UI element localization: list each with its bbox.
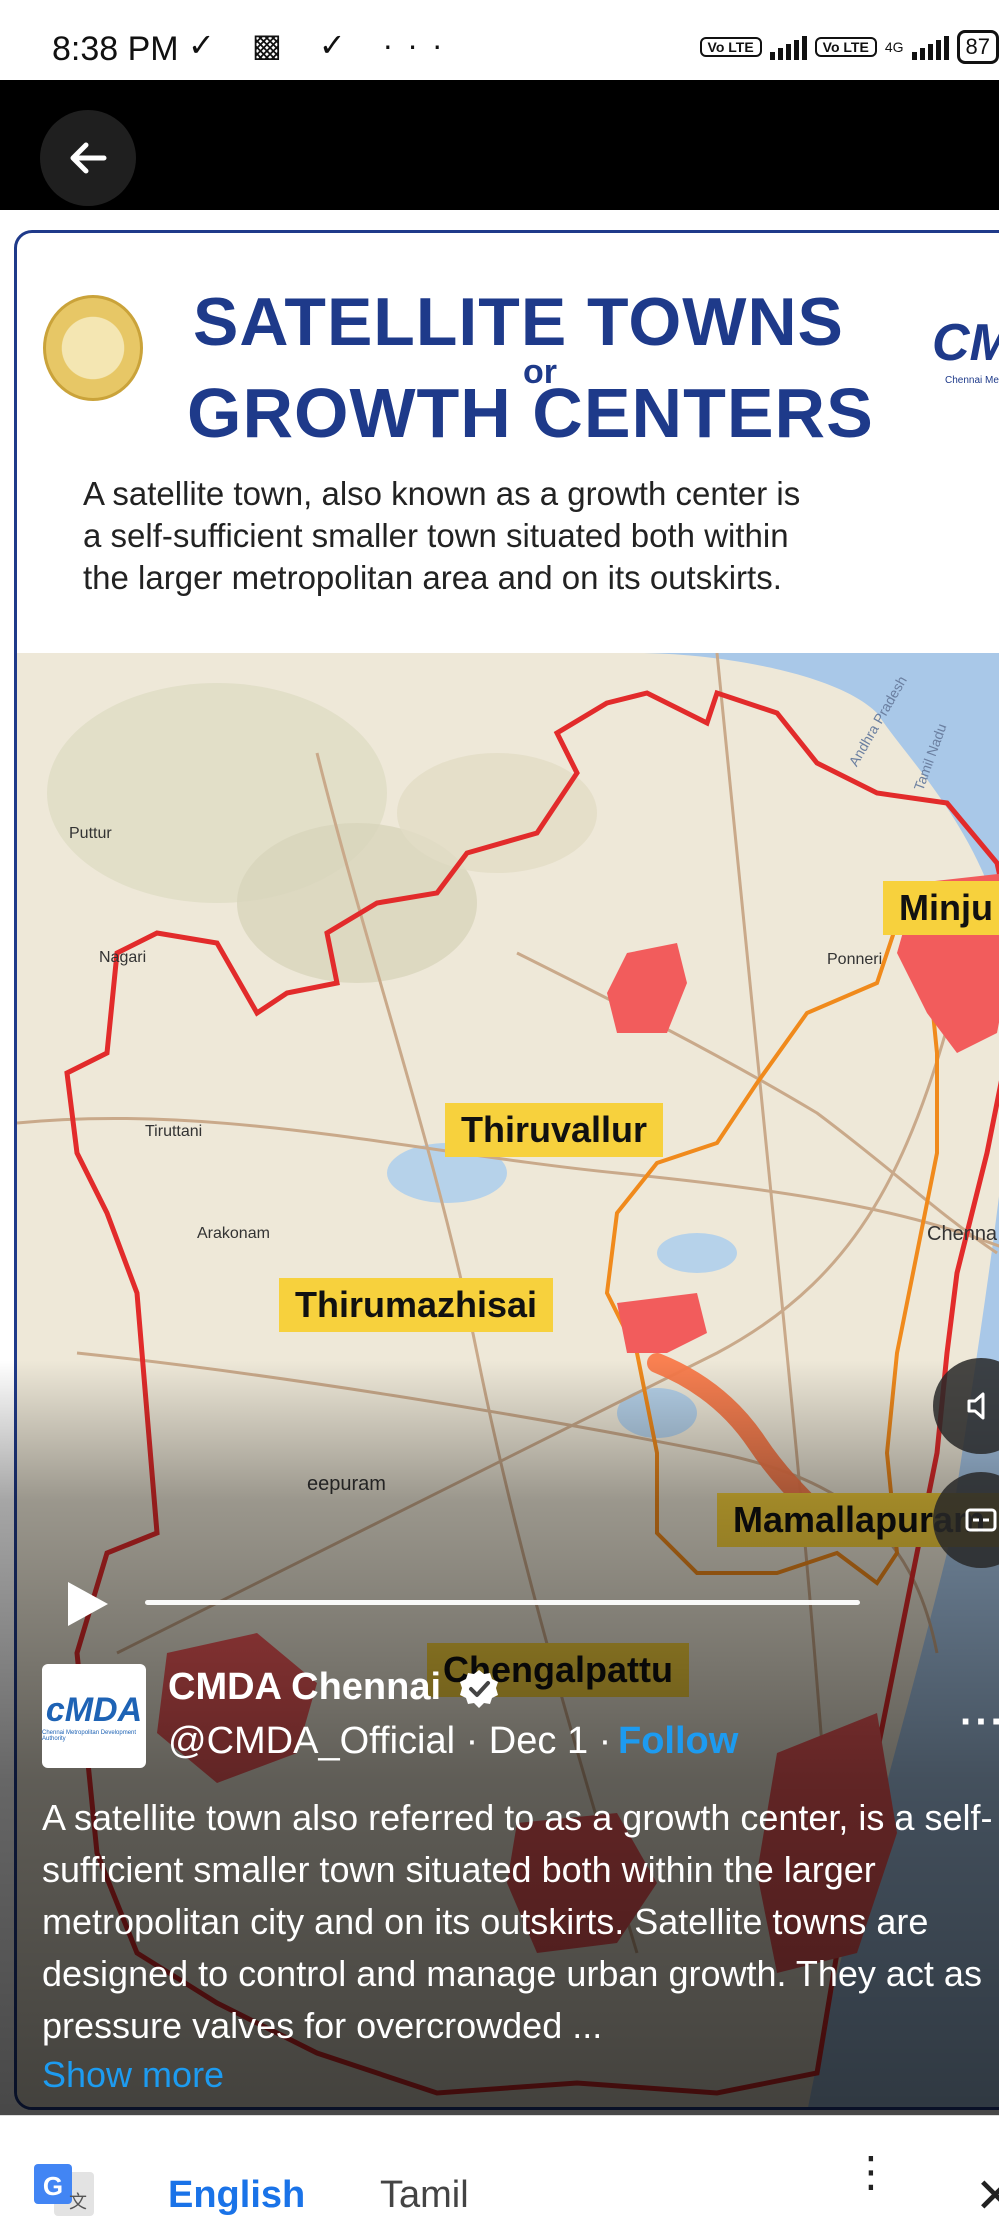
avatar[interactable]: cMDA Chennai Metropolitan Development Au… (42, 1664, 146, 1768)
author-handle-date[interactable]: @CMDA_Official · Dec 1 · (168, 1720, 612, 1762)
video-progress-bar[interactable] (145, 1600, 860, 1605)
battery-icon: 87 (956, 30, 999, 64)
signal-icon (769, 34, 807, 60)
translate-menu-icon[interactable]: ⋮ (850, 2148, 892, 2195)
cmda-logo-subtitle: Chennai Metro Development (945, 375, 999, 386)
translate-close-icon[interactable]: ✕ (975, 2170, 999, 2220)
verified-badge-icon (460, 1670, 498, 1708)
translate-bar: G 文 English Tamil ⋮ ✕ (0, 2115, 999, 2220)
tab-tamil[interactable]: Tamil (380, 2174, 469, 2216)
google-translate-icon[interactable]: G 文 (32, 2162, 96, 2220)
arrow-left-icon (70, 142, 107, 174)
network-label: 4G (884, 39, 904, 55)
map-place-chennai: Chenna (927, 1223, 998, 1245)
tab-english[interactable]: English (168, 2174, 306, 2216)
poster-title-line2: GROWTH CENTERS (187, 374, 874, 452)
tweet-text: A satellite town also referred to as a g… (42, 1797, 993, 2046)
speaker-icon (967, 1392, 985, 1420)
status-time: 8:38 PM (52, 30, 179, 68)
tn-emblem-icon (43, 295, 143, 401)
back-button[interactable] (40, 110, 136, 206)
media-gradient-overlay (0, 1360, 999, 2220)
map-place-ponneri: Ponneri (827, 951, 883, 968)
map-place-nagari: Nagari (99, 949, 147, 966)
map-label-minjur: Minju (883, 881, 999, 935)
follow-button[interactable]: Follow (618, 1720, 739, 1762)
cmda-logo: CM (932, 314, 999, 372)
volte-icon-2: Vo LTE (814, 37, 877, 57)
volte-icon: Vo LTE (699, 37, 762, 57)
notification-icons: ✓ ▩ ✓ ··· (188, 27, 457, 63)
map-place-arakonam: Arakonam (197, 1225, 270, 1242)
poster-description-line: the larger metropolitan area and on its … (83, 559, 782, 596)
show-more-link[interactable]: Show more (42, 2054, 225, 2095)
map-label-thirumazhisai: Thirumazhisai (279, 1278, 554, 1332)
svg-text:G: G (43, 2171, 63, 2201)
signal-icon-2 (911, 34, 949, 60)
map-place-puttur: Puttur (69, 825, 112, 842)
poster-description: A satellite town, also known as a growth… (83, 473, 999, 599)
poster-title-line1: SATELLITE TOWNS (193, 284, 844, 360)
author-name[interactable]: CMDA Chennai (168, 1666, 442, 1708)
more-options-icon[interactable]: ··· (960, 1700, 999, 1744)
poster-title-or: or (523, 353, 557, 391)
avatar-logo: cMDA (45, 1690, 143, 1729)
play-icon[interactable] (62, 1578, 112, 1630)
map-label-thiruvallur: Thiruvallur (445, 1103, 664, 1157)
captions-icon (965, 1508, 997, 1532)
poster-description-line: A satellite town, also known as a growth… (83, 475, 801, 512)
map-place-tiruttani: Tiruttani (145, 1123, 203, 1140)
poster-description-line: a self-sufficient smaller town situated … (83, 517, 789, 554)
status-bar: 8:38 PM ✓ ▩ ✓ ··· Vo LTE Vo LTE 4G 87 (0, 0, 999, 80)
media-header (0, 80, 999, 210)
svg-text:文: 文 (69, 2192, 87, 2213)
status-right: Vo LTE Vo LTE 4G 87 (699, 30, 999, 64)
avatar-subtitle: Chennai Metropolitan Development Authori… (42, 1729, 137, 1742)
